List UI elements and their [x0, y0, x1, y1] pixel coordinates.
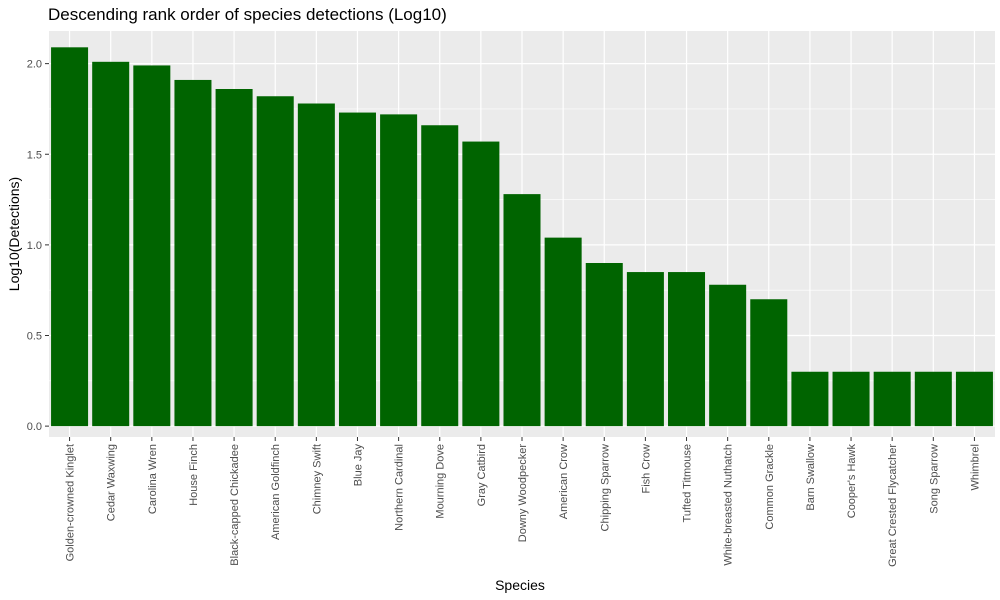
x-tick-label: Tufted Titmouse — [682, 444, 694, 522]
bar — [503, 194, 541, 427]
x-tick-label: Gray Catbird — [476, 444, 488, 506]
x-tick-label: Whimbrel — [969, 444, 981, 490]
bar — [544, 237, 582, 427]
x-axis-title: Species — [495, 577, 545, 593]
x-tick-label: Downy Woodpecker — [517, 444, 529, 543]
bar — [133, 65, 171, 427]
bar — [380, 114, 418, 427]
bar — [297, 103, 335, 427]
x-tick-label: Chipping Sparrow — [599, 444, 611, 531]
bar — [873, 371, 911, 427]
bar — [338, 112, 376, 427]
y-tick-label: 1.5 — [27, 149, 42, 161]
bar — [421, 125, 459, 427]
x-tick-label: American Goldfinch — [270, 444, 282, 540]
bar — [750, 299, 788, 427]
x-tick-label: Chimney Swift — [311, 444, 323, 514]
bar — [92, 61, 130, 427]
y-tick-label: 0.5 — [27, 331, 42, 343]
x-tick-label: Carolina Wren — [147, 444, 159, 514]
bar — [709, 284, 747, 427]
x-tick-label: Blue Jay — [352, 444, 364, 487]
y-axis: 0.0 0.5 1.0 1.5 2.0 — [27, 59, 49, 433]
bar — [626, 272, 664, 427]
bar — [914, 371, 952, 427]
y-axis-title: Log10(Detections) — [6, 177, 22, 291]
x-tick-label: Barn Swallow — [805, 444, 817, 511]
x-tick-label: Cooper's Hawk — [846, 444, 858, 519]
bar — [256, 96, 294, 427]
bar — [791, 371, 829, 427]
bars — [51, 47, 993, 427]
x-tick-label: Mourning Dove — [435, 444, 447, 519]
x-tick-label: Great Crested Flycatcher — [887, 444, 899, 567]
x-tick-label: American Crow — [558, 444, 570, 519]
x-tick-label: Cedar Waxwing — [106, 444, 118, 521]
x-tick-label: Song Sparrow — [928, 444, 940, 514]
bar — [668, 272, 706, 427]
bar — [174, 79, 212, 427]
bar — [832, 371, 870, 427]
x-tick-label: White-breasted Nuthatch — [723, 444, 735, 566]
y-tick-label: 1.0 — [27, 240, 42, 252]
bar — [462, 141, 500, 427]
y-tick-label: 0.0 — [27, 421, 42, 433]
bar — [585, 263, 623, 427]
x-tick-label: Black-capped Chickadee — [229, 444, 241, 566]
y-tick-label: 2.0 — [27, 59, 42, 71]
x-tick-label: Fish Crow — [640, 444, 652, 494]
chart-title: Descending rank order of species detecti… — [48, 5, 447, 24]
bar — [215, 89, 253, 427]
x-tick-label: Golden-crowned Kinglet — [65, 444, 77, 561]
x-axis: Golden-crowned Kinglet Cedar Waxwing Carol… — [65, 437, 981, 567]
x-tick-label: Northern Cardinal — [394, 444, 406, 531]
x-tick-label: Common Grackle — [764, 444, 776, 530]
bar — [955, 371, 993, 427]
bar — [51, 47, 89, 427]
x-tick-label: House Finch — [188, 444, 200, 506]
